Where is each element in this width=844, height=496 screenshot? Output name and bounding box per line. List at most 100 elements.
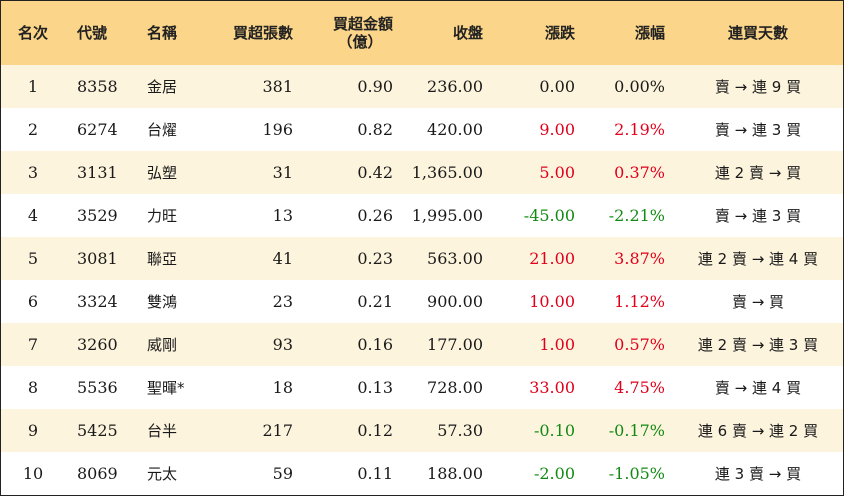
cell-name: 聯亞 bbox=[147, 250, 178, 268]
cell-code: 3260 bbox=[77, 335, 118, 354]
cell-streak: 賣 → 買 bbox=[731, 293, 785, 311]
table-row: 6 3324 雙鴻 23 0.21 900.00 10.00 1.12% 賣 → 買 bbox=[1, 280, 843, 323]
header-row: 名次 代號 名稱 買超張數 買超金額 （億） 收盤 漲跌 漲幅 連買天數 bbox=[1, 1, 843, 65]
header-name: 名稱 bbox=[147, 24, 178, 42]
cell-close: 900.00 bbox=[427, 292, 483, 311]
cell-code: 8358 bbox=[77, 77, 118, 96]
cell-change: 21.00 bbox=[529, 249, 575, 268]
cell-streak: 賣 → 連 4 買 bbox=[714, 379, 802, 397]
cell-code: 5536 bbox=[77, 378, 118, 397]
header-amount: 買超金額 （億） bbox=[301, 1, 401, 65]
cell-code: 3529 bbox=[77, 206, 118, 225]
table-header: 名次 代號 名稱 買超張數 買超金額 （億） 收盤 漲跌 漲幅 連買天數 bbox=[1, 1, 843, 65]
cell-pct: 1.12% bbox=[614, 292, 665, 311]
cell-rank: 1 bbox=[27, 77, 39, 96]
cell-name: 元太 bbox=[147, 465, 178, 483]
cell-shares: 41 bbox=[272, 249, 293, 268]
cell-shares: 381 bbox=[262, 77, 293, 96]
header-shares: 買超張數 bbox=[232, 24, 293, 42]
cell-streak: 賣 → 連 9 買 bbox=[714, 78, 802, 96]
cell-close: 563.00 bbox=[427, 249, 483, 268]
cell-pct: 0.37% bbox=[614, 163, 665, 182]
cell-shares: 217 bbox=[262, 421, 293, 440]
cell-rank: 10 bbox=[22, 464, 44, 483]
cell-code: 3324 bbox=[77, 292, 118, 311]
header-close: 收盤 bbox=[452, 24, 483, 42]
cell-change: 10.00 bbox=[529, 292, 575, 311]
table-row: 3 3131 弘塑 31 0.42 1,365.00 5.00 0.37% 連 2 賣 → 買 bbox=[1, 151, 843, 194]
cell-pct: 4.75% bbox=[614, 378, 665, 397]
cell-streak: 連 2 賣 → 連 4 買 bbox=[697, 250, 819, 268]
cell-amount: 0.11 bbox=[357, 464, 393, 483]
header-amount-line2: （億） bbox=[337, 33, 383, 51]
cell-change: 5.00 bbox=[539, 163, 575, 182]
cell-name: 台燿 bbox=[147, 121, 178, 139]
cell-amount: 0.90 bbox=[357, 77, 393, 96]
cell-amount: 0.82 bbox=[357, 120, 393, 139]
cell-change: -45.00 bbox=[523, 206, 575, 225]
cell-code: 6274 bbox=[77, 120, 118, 139]
cell-close: 728.00 bbox=[427, 378, 483, 397]
cell-rank: 3 bbox=[27, 163, 39, 182]
cell-rank: 5 bbox=[27, 249, 39, 268]
cell-amount: 0.21 bbox=[357, 292, 393, 311]
cell-close: 1,365.00 bbox=[411, 163, 483, 182]
cell-close: 188.00 bbox=[427, 464, 483, 483]
cell-pct: -2.21% bbox=[608, 206, 665, 225]
cell-streak: 賣 → 連 3 買 bbox=[714, 207, 802, 225]
table-row: 4 3529 力旺 13 0.26 1,995.00 -45.00 -2.21% 賣 → 連 3… bbox=[1, 194, 843, 237]
cell-pct: 2.19% bbox=[614, 120, 665, 139]
cell-amount: 0.26 bbox=[357, 206, 393, 225]
cell-name: 金居 bbox=[147, 78, 178, 96]
cell-change: -0.10 bbox=[533, 421, 575, 440]
cell-rank: 6 bbox=[27, 292, 39, 311]
cell-name: 力旺 bbox=[147, 207, 178, 225]
cell-shares: 31 bbox=[272, 163, 293, 182]
table-row: 1 8358 金居 381 0.90 236.00 0.00 0.00% 賣 → 連 9 買 bbox=[1, 65, 843, 108]
header-amount-line1: 買超金額 bbox=[332, 15, 393, 33]
cell-amount: 0.12 bbox=[357, 421, 393, 440]
cell-change: -2.00 bbox=[533, 464, 575, 483]
header-pct: 漲幅 bbox=[634, 24, 665, 42]
cell-pct: -0.17% bbox=[608, 421, 665, 440]
cell-shares: 23 bbox=[272, 292, 293, 311]
cell-rank: 7 bbox=[27, 335, 39, 354]
cell-shares: 196 bbox=[262, 120, 293, 139]
cell-name: 雙鴻 bbox=[147, 293, 178, 311]
cell-streak: 連 2 賣 → 連 3 買 bbox=[697, 336, 819, 354]
cell-code: 3081 bbox=[77, 249, 118, 268]
cell-amount: 0.13 bbox=[357, 378, 393, 397]
cell-shares: 13 bbox=[272, 206, 293, 225]
table-row: 5 3081 聯亞 41 0.23 563.00 21.00 3.87% 連 2 賣 → 連 4… bbox=[1, 237, 843, 280]
cell-pct: 3.87% bbox=[614, 249, 665, 268]
header-rank: 名次 bbox=[17, 24, 48, 42]
cell-rank: 4 bbox=[27, 206, 39, 225]
cell-shares: 59 bbox=[272, 464, 293, 483]
cell-change: 33.00 bbox=[529, 378, 575, 397]
header-code: 代號 bbox=[77, 24, 108, 42]
cell-amount: 0.23 bbox=[357, 249, 393, 268]
cell-rank: 2 bbox=[27, 120, 39, 139]
table-row: 8 5536 聖暉* 18 0.13 728.00 33.00 4.75% 賣 → 連 4 買 bbox=[1, 366, 843, 409]
cell-name: 威剛 bbox=[147, 336, 178, 354]
cell-name: 弘塑 bbox=[147, 164, 178, 182]
cell-pct: 0.00% bbox=[614, 77, 665, 96]
cell-streak: 連 2 賣 → 買 bbox=[714, 164, 802, 182]
cell-change: 0.00 bbox=[539, 77, 575, 96]
header-change: 漲跌 bbox=[544, 24, 575, 42]
table-row: 2 6274 台燿 196 0.82 420.00 9.00 2.19% 賣 → 連 3 買 bbox=[1, 108, 843, 151]
cell-shares: 93 bbox=[272, 335, 293, 354]
cell-code: 8069 bbox=[77, 464, 118, 483]
cell-streak: 賣 → 連 3 買 bbox=[714, 121, 802, 139]
cell-code: 5425 bbox=[77, 421, 118, 440]
table-row: 10 8069 元太 59 0.11 188.00 -2.00 -1.05% 連 3 賣 → 買 bbox=[1, 452, 843, 495]
cell-close: 57.30 bbox=[437, 421, 483, 440]
cell-code: 3131 bbox=[77, 163, 118, 182]
cell-close: 1,995.00 bbox=[411, 206, 483, 225]
cell-streak: 連 3 賣 → 買 bbox=[714, 465, 802, 483]
cell-name: 聖暉* bbox=[147, 379, 185, 397]
cell-change: 9.00 bbox=[539, 120, 575, 139]
